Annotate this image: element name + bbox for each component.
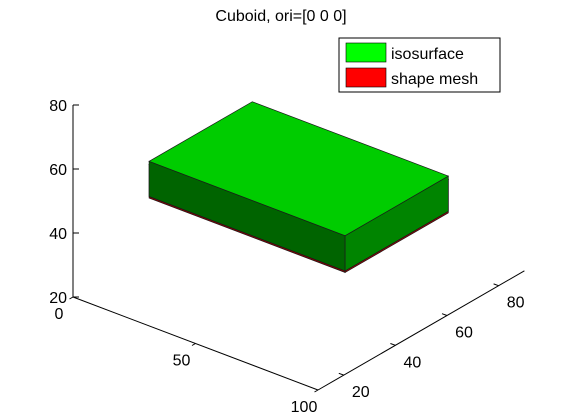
x-tick-label: 50 (173, 353, 191, 370)
x-tick-label: 100 (291, 399, 318, 416)
z-tick-label: 20 (49, 290, 67, 307)
y-axis-line (317, 270, 525, 391)
legend-swatch-isosurface (345, 42, 387, 63)
y-tick-mark (441, 313, 448, 316)
y-tick-mark (493, 283, 499, 287)
chart-title: Cuboid, ori=[0 0 0] (215, 8, 346, 25)
shapes (148, 101, 450, 274)
z-tick-label: 40 (49, 226, 67, 243)
axes (69, 104, 525, 393)
x-tick-mark (69, 296, 74, 300)
x-tick-mark (191, 343, 196, 346)
x-tick-mark (314, 389, 319, 393)
legend-swatch-shape-mesh (345, 67, 387, 88)
y-tick-label: 40 (404, 354, 422, 371)
z-tick-label: 60 (49, 162, 67, 179)
y-tick-mark (390, 343, 396, 346)
y-tick-mark (338, 372, 344, 376)
isosurface-face-top (148, 101, 450, 237)
tick-labels: 20 40 60 80 0 50 100 20 40 60 80 (49, 98, 524, 416)
y-tick-label: 60 (455, 325, 473, 342)
y-tick-label: 20 (352, 384, 370, 401)
legend: isosurface shape mesh (338, 37, 501, 93)
z-tick-label: 80 (49, 98, 67, 115)
x-tick-label: 0 (55, 306, 64, 323)
legend-label-isosurface: isosurface (391, 46, 464, 63)
y-tick-label: 80 (507, 295, 525, 312)
legend-label-shape-mesh: shape mesh (391, 71, 478, 88)
